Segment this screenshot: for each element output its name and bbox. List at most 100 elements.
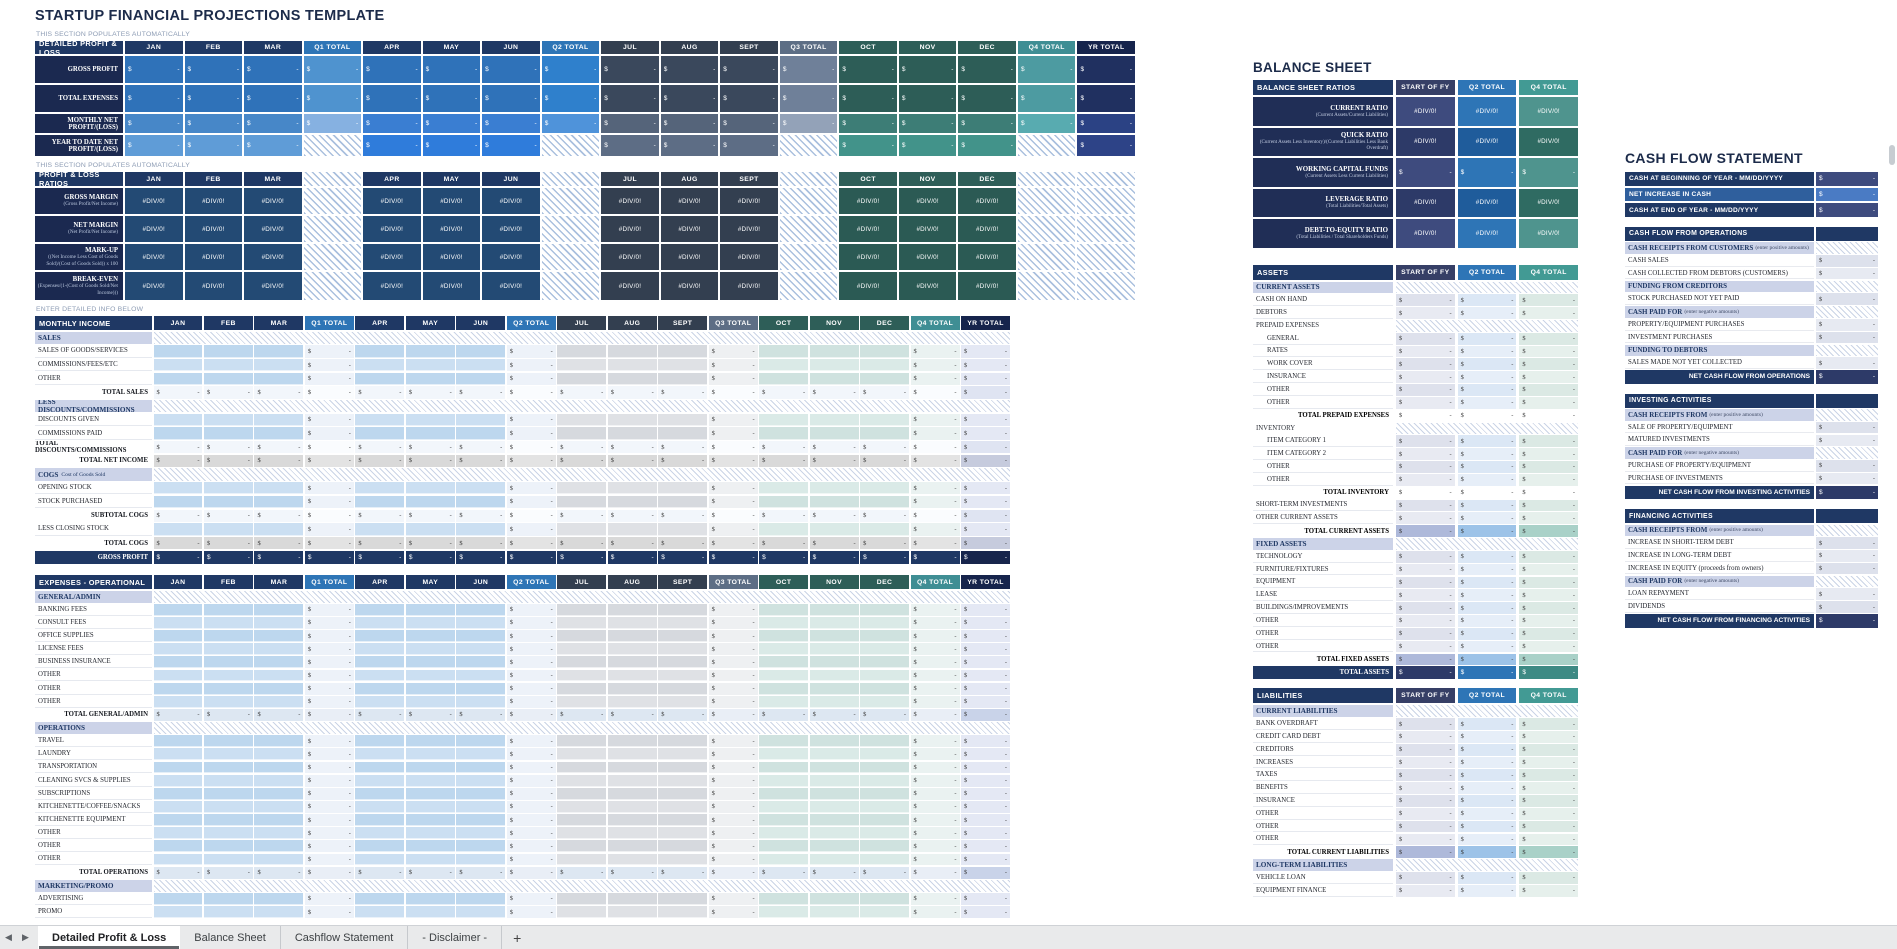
pl-summary-gross-profit-yr-total[interactable]: $ - bbox=[1077, 56, 1135, 83]
expenses-license-fees-r4-jul[interactable] bbox=[557, 643, 607, 656]
monthly-income-gross-profit-r16-oct[interactable]: $ - bbox=[759, 550, 809, 565]
expenses-other-r8-oct[interactable] bbox=[759, 695, 809, 708]
expenses-cleaning-svcs-supplies-r14-q1-total[interactable]: $ - bbox=[304, 774, 354, 787]
bs-ratio-quick-ratio-q2-total[interactable]: #DIV/0! bbox=[1457, 127, 1517, 156]
monthly-income-total-discounts-commissions-r8-oct[interactable]: $ - bbox=[759, 441, 809, 454]
cash-flow-s2-dividends-r6-label[interactable]: DIVIDENDS bbox=[1625, 601, 1814, 613]
monthly-income-other-r3-aug[interactable] bbox=[607, 372, 657, 385]
expenses-office-supplies-r3-mar[interactable] bbox=[254, 630, 304, 642]
monthly-income-sales-of-goods-services-r1-sept[interactable] bbox=[658, 345, 708, 358]
monthly-income-stock-purchased-r12-sept[interactable] bbox=[658, 495, 708, 509]
pl-summary-monthly-net-profit-loss-may[interactable]: $ - bbox=[422, 114, 481, 133]
expenses-other-r19-oct[interactable] bbox=[759, 840, 809, 853]
pl-ratios-net-margin-hatch-q1-total[interactable] bbox=[303, 216, 362, 242]
pl-summary-monthly-net-profit-loss-jun[interactable]: $ - bbox=[482, 114, 540, 133]
expenses-office-supplies-r3-jun[interactable] bbox=[456, 630, 506, 642]
expenses-other-r8-q2-total[interactable]: $ - bbox=[506, 695, 556, 708]
pl-summary-column-header-yr-total[interactable]: YR TOTAL bbox=[1077, 41, 1135, 54]
expenses-cleaning-svcs-supplies-r14-sept[interactable] bbox=[658, 774, 708, 787]
expenses-consult-fees-r2-may[interactable] bbox=[405, 616, 455, 629]
pl-summary-year-to-date-net-profit-loss-apr[interactable]: $ - bbox=[363, 135, 421, 156]
liabilities-benefits-r6-start-of-fy[interactable]: $ - bbox=[1396, 782, 1455, 794]
pl-summary-total-expenses-q2-total[interactable]: $ - bbox=[541, 85, 600, 112]
pl-summary-gross-profit-mar[interactable]: $ - bbox=[244, 56, 302, 83]
pl-summary-gross-profit-q3-total[interactable]: $ - bbox=[779, 56, 838, 83]
expenses-kitchenette-coffee-snacks-r16-jun[interactable] bbox=[456, 800, 506, 813]
pl-summary-total-expenses-q3-total[interactable]: $ - bbox=[779, 85, 838, 112]
pl-ratios-break-even-oct[interactable]: #DIV/0! bbox=[839, 272, 897, 300]
expenses-subscriptions-r15-label[interactable]: SUBSCRIPTIONS bbox=[35, 787, 152, 800]
expenses-other-r7-q1-total[interactable]: $ - bbox=[304, 682, 354, 695]
expenses-other-r18-q1-total[interactable]: $ - bbox=[304, 827, 354, 840]
liabilities-column-header-q2-total[interactable]: Q2 TOTAL bbox=[1457, 688, 1517, 704]
pl-summary-gross-profit-q4-total[interactable]: $ - bbox=[1017, 56, 1076, 83]
monthly-income-subtotal-cogs-r13-label[interactable]: SUBTOTAL COGS bbox=[35, 509, 152, 522]
pl-summary-column-header-q1-total[interactable]: Q1 TOTAL bbox=[303, 41, 362, 54]
monthly-income-total-net-income-r9-jun[interactable]: $ - bbox=[456, 454, 506, 468]
expenses-other-r19-may[interactable] bbox=[405, 840, 455, 853]
assets-buildings-improvements-r25-q2-total[interactable]: $ - bbox=[1457, 602, 1517, 614]
expenses-kitchenette-equipment-r17-jul[interactable] bbox=[557, 814, 607, 826]
monthly-income-sales-of-goods-services-r1-aug[interactable] bbox=[607, 345, 657, 358]
monthly-income-opening-stock-r11-q2-total[interactable]: $ - bbox=[506, 482, 556, 495]
monthly-income-stock-purchased-r12-aug[interactable] bbox=[607, 495, 657, 509]
expenses-other-r8-jun[interactable] bbox=[456, 695, 506, 708]
expenses-advertising-r23-nov[interactable] bbox=[809, 892, 859, 905]
expenses-transportation-r13-label[interactable]: TRANSPORTATION bbox=[35, 761, 152, 774]
pl-ratios-break-even-jan[interactable]: #DIV/0! bbox=[125, 272, 183, 300]
expenses-consult-fees-r2-q2-total[interactable]: $ - bbox=[506, 616, 556, 629]
cash-flow-s0-net-cash-flow-from-operations-r10-label[interactable]: NET CASH FLOW FROM OPERATIONS bbox=[1625, 370, 1814, 384]
pl-summary-column-header-mar[interactable]: MAR bbox=[244, 41, 302, 54]
cash-flow-s1-matured-investments-r2-label[interactable]: MATURED INVESTMENTS bbox=[1625, 434, 1814, 447]
monthly-income-total-sales-r4-label[interactable]: TOTAL SALES bbox=[35, 386, 152, 399]
expenses-other-r8-mar[interactable] bbox=[254, 695, 304, 708]
cash-flow-s0-property-equipment-purchases-r6-label[interactable]: PROPERTY/EQUIPMENT PURCHASES bbox=[1625, 318, 1814, 331]
expenses-total-operations-r21-q4-total[interactable]: $ - bbox=[910, 866, 960, 879]
monthly-income-stock-purchased-r12-q2-total[interactable]: $ - bbox=[506, 495, 556, 509]
pl-ratios-mark-up-hatch-yr-total[interactable] bbox=[1077, 244, 1135, 270]
expenses-banking-fees-r1-jan[interactable] bbox=[153, 603, 203, 616]
expenses-laundry-r12-jul[interactable] bbox=[557, 748, 607, 761]
expenses-other-r18-nov[interactable] bbox=[809, 827, 859, 840]
expenses-travel-r11-dec[interactable] bbox=[860, 735, 910, 748]
expenses-laundry-r12-q2-total[interactable]: $ - bbox=[506, 748, 556, 761]
assets-other-r28-q2-total[interactable]: $ - bbox=[1457, 640, 1517, 653]
bs-ratio-leverage-ratio-q4-total[interactable]: #DIV/0! bbox=[1519, 188, 1578, 217]
liabilities-column-header-q4-total[interactable]: Q4 TOTAL bbox=[1519, 688, 1578, 704]
expenses-other-r6-label[interactable]: OTHER bbox=[35, 669, 152, 682]
assets-short-term-investments-r17-start-of-fy[interactable]: $ - bbox=[1396, 499, 1455, 512]
monthly-income-stock-purchased-r12-jul[interactable] bbox=[557, 495, 607, 509]
monthly-income-other-r3-jun[interactable] bbox=[456, 372, 506, 385]
expenses-business-insurance-r5-apr[interactable] bbox=[355, 656, 405, 669]
monthly-income-cogs-r10-hatch[interactable] bbox=[153, 468, 1010, 481]
assets-item-category-2-r13-label[interactable]: ITEM CATEGORY 2 bbox=[1253, 448, 1393, 460]
expenses-travel-r11-yr-total[interactable]: $ - bbox=[961, 735, 1010, 748]
liabilities-vehicle-loan-r13-start-of-fy[interactable]: $ - bbox=[1396, 872, 1455, 884]
monthly-income-total-sales-r4-aug[interactable]: $ - bbox=[607, 386, 657, 399]
monthly-income-stock-purchased-r12-yr-total[interactable]: $ - bbox=[961, 495, 1010, 509]
monthly-income-subtotal-cogs-r13-yr-total[interactable]: $ - bbox=[961, 509, 1010, 522]
assets-debtors-r2-q2-total[interactable]: $ - bbox=[1457, 307, 1517, 319]
cash-flow-s0-funding-from-creditors-r3-hatch[interactable] bbox=[1816, 280, 1878, 293]
pl-summary-gross-profit-nov[interactable]: $ - bbox=[898, 56, 957, 83]
expenses-office-supplies-r3-nov[interactable] bbox=[809, 630, 859, 642]
pl-summary-year-to-date-net-profit-loss-may[interactable]: $ - bbox=[422, 135, 481, 156]
expenses-total-general-admin-r9-jan[interactable]: $ - bbox=[153, 708, 203, 721]
expenses-total-general-admin-r9-jun[interactable]: $ - bbox=[456, 708, 506, 721]
cash-flow-net-increase-in-cash-label[interactable]: NET INCREASE IN CASH bbox=[1625, 187, 1814, 202]
expenses-column-header-q2-total[interactable]: Q2 TOTAL bbox=[506, 575, 556, 590]
expenses-operations-r10-hatch[interactable] bbox=[153, 722, 1010, 734]
expenses-other-r6-q3-total[interactable]: $ - bbox=[708, 669, 758, 682]
pl-summary-gross-profit-apr[interactable]: $ - bbox=[363, 56, 421, 83]
assets-lease-r24-start-of-fy[interactable]: $ - bbox=[1396, 589, 1455, 602]
monthly-income-gross-profit-r16-feb[interactable]: $ - bbox=[203, 550, 253, 565]
assets-other-r14-q4-total[interactable]: $ - bbox=[1519, 461, 1578, 473]
cash-flow-s1-matured-investments-r2-value-cell[interactable]: $ - bbox=[1816, 434, 1878, 447]
assets-insurance-r7-q4-total[interactable]: $ - bbox=[1519, 371, 1578, 383]
expenses-transportation-r13-yr-total[interactable]: $ - bbox=[961, 761, 1010, 774]
pl-ratios-break-even-sept[interactable]: #DIV/0! bbox=[720, 272, 778, 300]
pl-ratios-mark-up-jan[interactable]: #DIV/0! bbox=[125, 244, 183, 270]
expenses-banking-fees-r1-oct[interactable] bbox=[759, 603, 809, 616]
expenses-consult-fees-r2-feb[interactable] bbox=[203, 616, 253, 629]
assets-other-r28-q4-total[interactable]: $ - bbox=[1519, 640, 1578, 653]
